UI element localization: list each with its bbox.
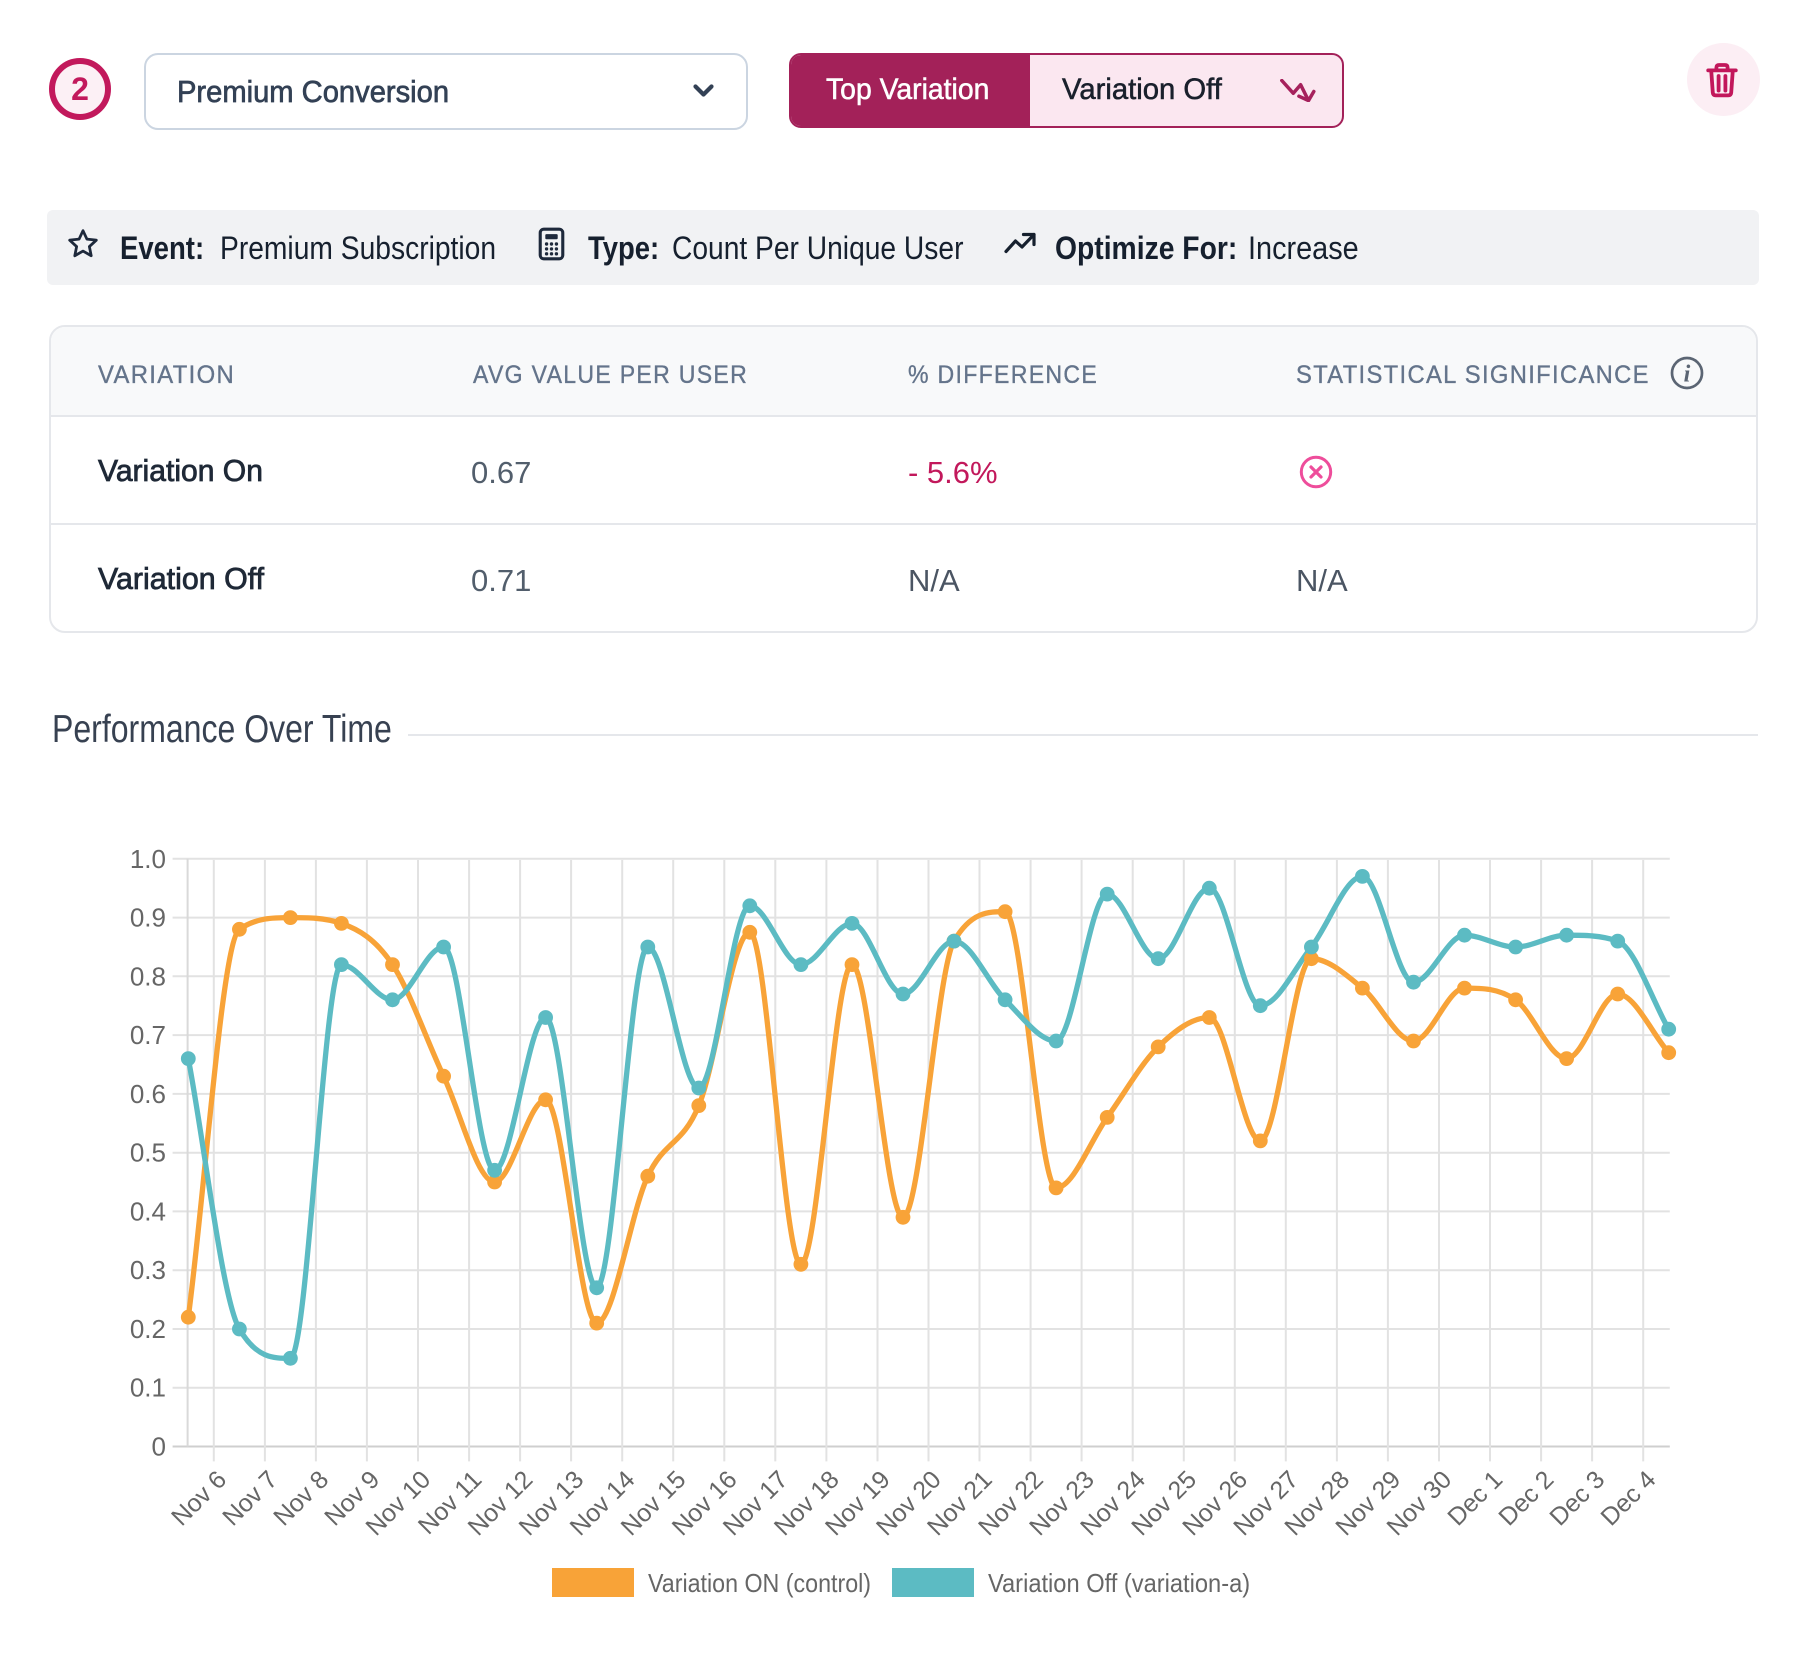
svg-text:0.3: 0.3 bbox=[130, 1255, 166, 1285]
svg-text:0.1: 0.1 bbox=[130, 1373, 166, 1403]
svg-text:Dec 3: Dec 3 bbox=[1544, 1465, 1610, 1531]
svg-text:0.5: 0.5 bbox=[130, 1138, 166, 1168]
svg-text:Dec 1: Dec 1 bbox=[1442, 1465, 1508, 1531]
svg-text:Nov 6: Nov 6 bbox=[166, 1465, 232, 1531]
svg-text:0.8: 0.8 bbox=[130, 961, 166, 991]
svg-text:0.7: 0.7 bbox=[130, 1020, 166, 1050]
svg-text:0.9: 0.9 bbox=[130, 903, 166, 933]
svg-text:0: 0 bbox=[152, 1432, 166, 1462]
svg-text:i: i bbox=[1684, 361, 1691, 387]
svg-text:Dec 2: Dec 2 bbox=[1493, 1465, 1559, 1531]
svg-text:0.2: 0.2 bbox=[130, 1314, 166, 1344]
svg-text:Dec 4: Dec 4 bbox=[1595, 1465, 1661, 1531]
svg-text:1.0: 1.0 bbox=[130, 844, 166, 874]
svg-text:0.6: 0.6 bbox=[130, 1079, 166, 1109]
svg-text:Nov 8: Nov 8 bbox=[268, 1465, 334, 1531]
svg-text:0.4: 0.4 bbox=[130, 1196, 166, 1226]
svg-text:Nov 7: Nov 7 bbox=[217, 1465, 283, 1531]
